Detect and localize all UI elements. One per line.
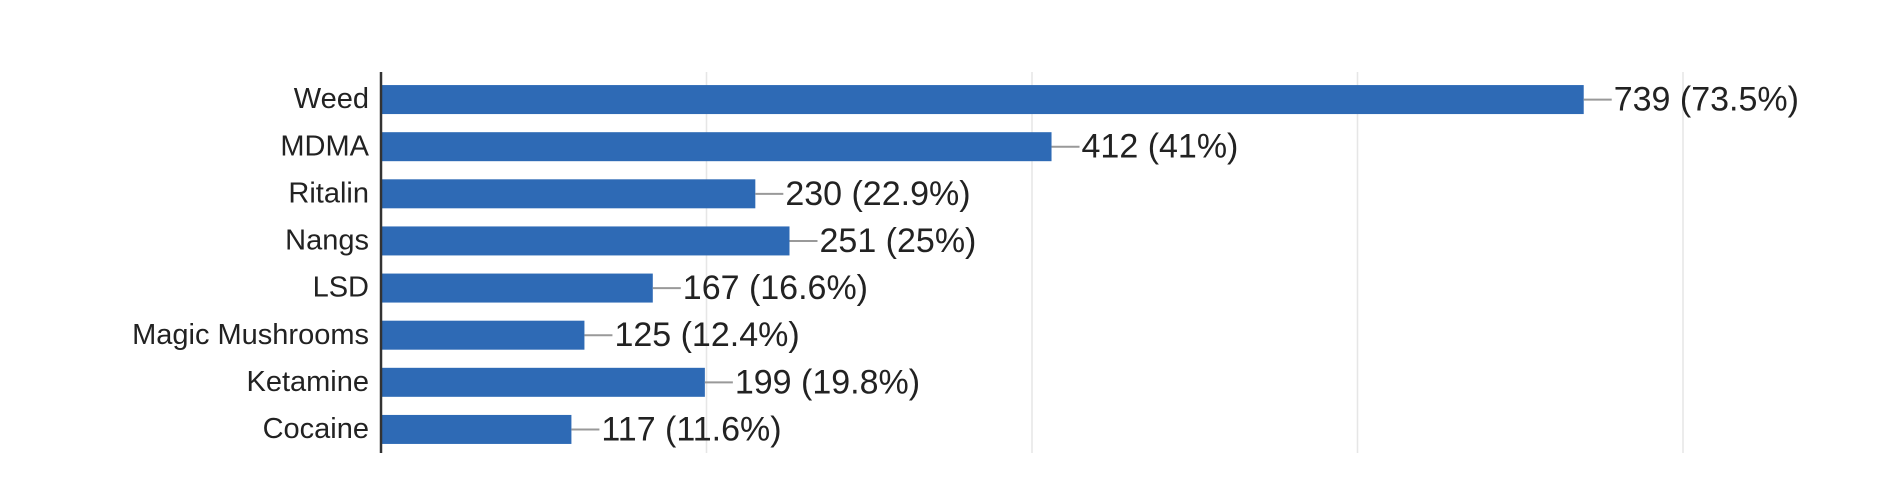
value-label: 739 (73.5%) <box>1614 81 1799 119</box>
y-tick-label: Ketamine <box>246 366 369 398</box>
bar <box>381 320 585 350</box>
bar <box>381 367 705 397</box>
bar <box>381 414 572 444</box>
y-tick-label: Ritalin <box>288 177 369 209</box>
value-label: 167 (16.6%) <box>683 269 868 307</box>
value-label: 125 (12.4%) <box>614 316 799 354</box>
value-label: 117 (11.6%) <box>601 410 781 448</box>
bar <box>381 85 1584 115</box>
value-label: 251 (25%) <box>820 222 977 260</box>
bar <box>381 132 1052 162</box>
bar <box>381 273 653 303</box>
value-label: 412 (41%) <box>1082 128 1239 166</box>
y-tick-label: LSD <box>313 272 369 304</box>
y-tick-label: MDMA <box>280 130 369 162</box>
y-tick-label: Magic Mushrooms <box>132 319 369 351</box>
value-label: 230 (22.9%) <box>785 175 970 213</box>
y-tick-label: Nangs <box>285 225 369 257</box>
bar <box>381 226 790 256</box>
value-label: 199 (19.8%) <box>735 363 920 401</box>
y-tick-label: Cocaine <box>263 413 369 445</box>
y-tick-label: Weed <box>294 83 369 115</box>
bar <box>381 179 756 209</box>
